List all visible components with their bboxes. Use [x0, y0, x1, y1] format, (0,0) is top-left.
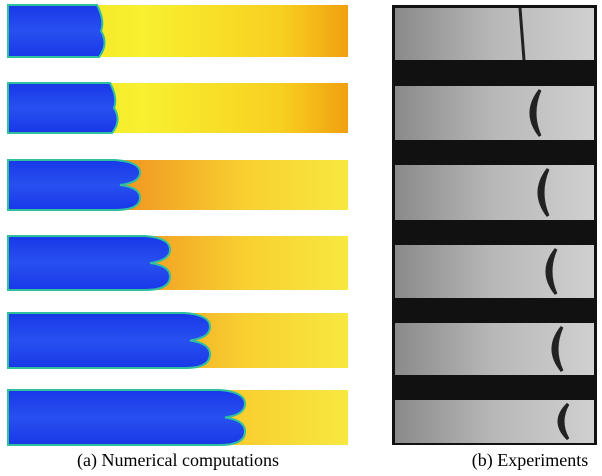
experiment-frame — [392, 5, 597, 445]
photo-strip — [395, 245, 594, 298]
photo-strip — [395, 323, 594, 375]
cold-region — [7, 4, 106, 58]
experiment-panel — [395, 7, 594, 443]
front-shadow — [557, 402, 570, 441]
cold-region — [7, 82, 119, 134]
cold-region — [7, 159, 142, 211]
numerical-panel — [7, 4, 348, 446]
cold-region — [7, 389, 247, 446]
front-shadow — [551, 326, 564, 372]
cold-region — [7, 235, 172, 291]
photo-strip — [395, 165, 594, 220]
caption-right: (b) Experiments — [472, 450, 588, 471]
caption-left: (a) Numerical computations — [77, 450, 279, 471]
front-shadow — [545, 248, 558, 295]
front-shadow — [529, 89, 542, 137]
front-shadow — [518, 7, 526, 61]
front-shadow — [537, 168, 550, 217]
photo-strip — [395, 86, 594, 140]
cold-region — [7, 312, 212, 369]
photo-strip — [395, 8, 594, 60]
